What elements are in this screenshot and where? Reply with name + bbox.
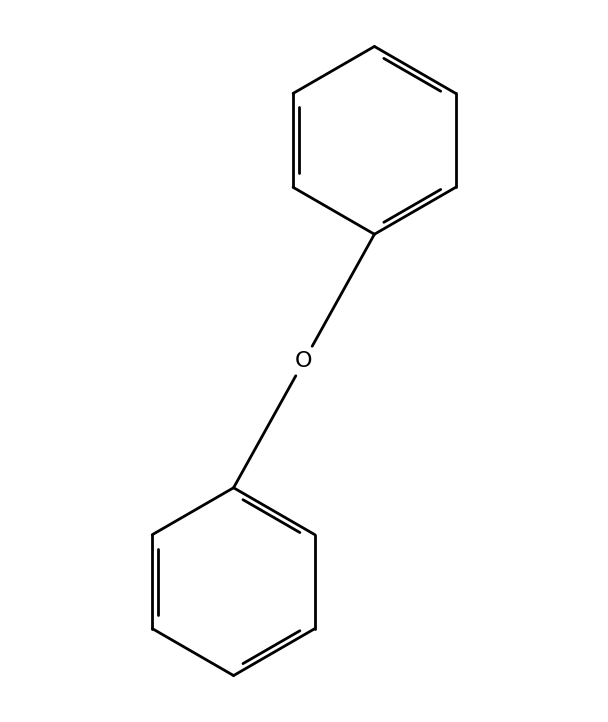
Text: O: O <box>295 351 313 371</box>
